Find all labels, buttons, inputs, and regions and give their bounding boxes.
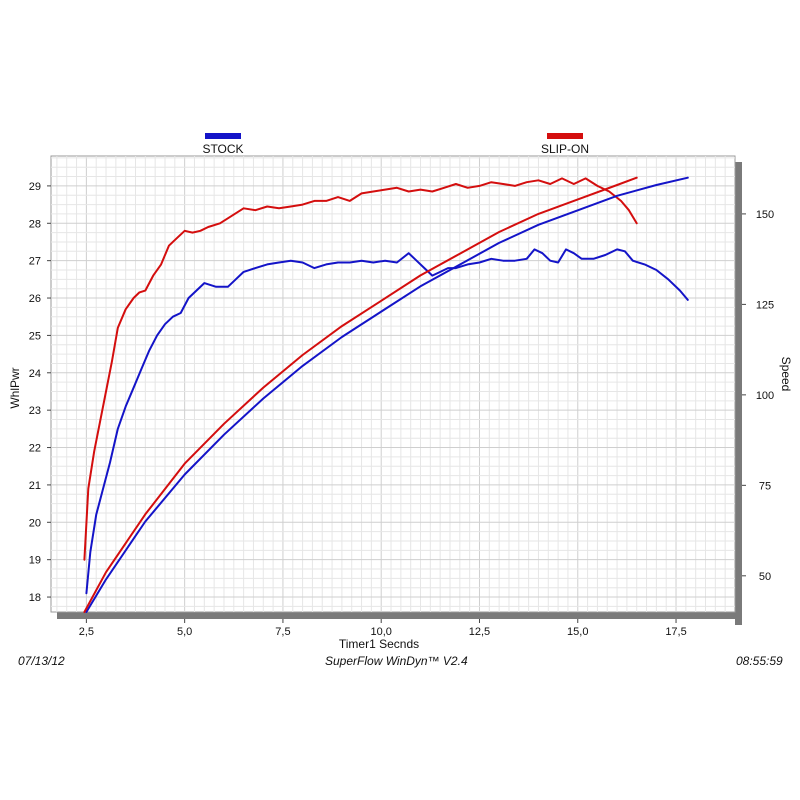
plot-panel	[50, 155, 742, 625]
y-left-tick-label: 18	[29, 592, 41, 604]
panel-shadow-right	[735, 162, 742, 625]
legend-label-stock: STOCK	[202, 142, 243, 156]
y-right-axis-label: Speed	[779, 357, 793, 392]
y-right-tick-label: 75	[759, 480, 771, 492]
panel-shadow-bottom	[57, 612, 742, 619]
footer-date: 07/13/12	[18, 654, 65, 668]
y-right-tick-label: 50	[759, 571, 771, 583]
y-left-tick-label: 24	[29, 368, 41, 380]
y-right-tick-label: 100	[756, 390, 774, 402]
y-right-tick-label: 125	[756, 299, 774, 311]
grid	[51, 156, 735, 612]
footer-time: 08:55:59	[736, 654, 783, 668]
y-left-tick-label: 22	[29, 443, 41, 455]
y-left-tick-label: 20	[29, 517, 41, 529]
y-left-tick-label: 27	[29, 256, 41, 268]
legend-swatch-stock	[205, 133, 241, 139]
slip-on-whlpwr-line	[83, 177, 638, 561]
x-tick-label: 10,0	[370, 626, 391, 638]
y-left-axis-label: WhlPwr	[8, 367, 22, 408]
slip-on-speed-line	[83, 176, 638, 613]
stock-speed-line	[85, 176, 689, 613]
stock-whlpwr-line	[85, 248, 689, 595]
y-left-tick-label: 25	[29, 330, 41, 342]
y-left-tick-label: 29	[29, 181, 41, 193]
y-left-tick-label: 19	[29, 555, 41, 567]
series-lines	[83, 176, 689, 613]
x-tick-label: 12,5	[469, 626, 490, 638]
footer-software: SuperFlow WinDyn™ V2.4	[325, 654, 468, 668]
plot-area	[50, 155, 736, 613]
y-right-tick-label: 150	[756, 209, 774, 221]
x-tick-label: 5,0	[177, 626, 192, 638]
y-left-tick-label: 23	[29, 405, 41, 417]
legend-label-slip-on: SLIP-ON	[541, 142, 589, 156]
x-axis-label: Timer1 Secnds	[339, 637, 419, 651]
y-left-tick-label: 26	[29, 293, 41, 305]
y-left-tick-label: 28	[29, 218, 41, 230]
x-tick-label: 7,5	[275, 626, 290, 638]
x-tick-label: 15,0	[567, 626, 588, 638]
legend: STOCK SLIP-ON	[202, 133, 589, 156]
axes: 2,5 5,0 7,5 10,0 12,5 15,0 17,5 18 19 20 21 22 23 24 2…	[8, 181, 793, 651]
legend-swatch-slip-on	[547, 133, 583, 139]
x-tick-label: 17,5	[665, 626, 686, 638]
x-tick-label: 2,5	[79, 626, 94, 638]
y-left-tick-label: 21	[29, 480, 41, 492]
